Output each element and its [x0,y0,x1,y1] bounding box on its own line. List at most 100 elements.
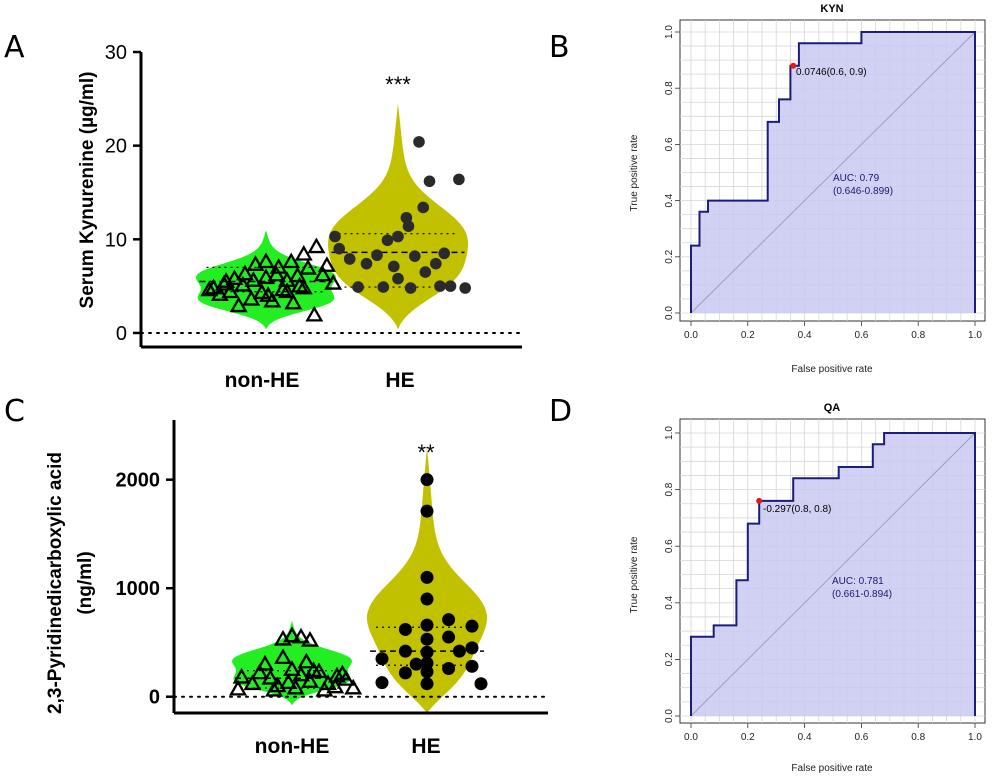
x-tick-label: 1.0 [968,732,982,743]
y-axis-label-line2: (ng/ml) [75,551,96,614]
data-point [279,673,298,690]
x-category-label-non-he: non-HE [225,369,300,392]
y-tick-label: 0.0 [664,709,675,723]
data-point [453,173,465,186]
y-tick-label: 0 [149,687,160,709]
data-point [388,260,400,273]
data-point [392,230,404,243]
data-point [333,242,346,255]
data-point [343,253,356,265]
data-point [430,257,442,270]
chart-title: KYN [820,3,843,15]
y-tick-label: 1000 [116,578,161,600]
y-tick-label: 0.8 [664,482,675,496]
data-point [243,674,262,691]
data-point [459,282,472,294]
data-point [420,618,434,632]
data-point [305,305,324,322]
data-point [465,659,479,673]
y-tick-label: 0.4 [664,193,675,207]
data-point [420,570,434,584]
y-axis-label: True positive rate [629,536,640,613]
data-point [417,201,430,214]
data-point [297,652,316,669]
y-tick-label: 2000 [116,470,161,492]
data-point [301,672,319,688]
data-point [232,667,251,684]
data-point [404,282,417,294]
significance-marker: *** [385,72,411,97]
data-point [371,249,383,262]
x-tick-label: 0.6 [854,330,868,341]
data-point [257,252,275,269]
x-tick-label: 0.2 [741,732,755,743]
data-point [438,247,451,260]
data-point [265,680,283,697]
data-point [344,678,363,695]
panel-label-a: A [4,30,25,65]
y-tick-label: 0.0 [664,306,675,320]
data-point [229,296,248,313]
data-point [259,286,278,302]
y-tick-label: 0.2 [664,652,675,666]
x-tick-label: 0.8 [911,732,925,743]
data-point [274,648,292,665]
data-point [204,278,223,295]
data-point [352,281,364,293]
auc-ci-label: (0.661-0.894) [832,589,892,600]
data-point [409,250,421,262]
data-point [307,237,326,254]
x-tick-label: 0.2 [741,330,755,341]
data-point [452,644,466,658]
y-tick-label: 1.0 [664,25,675,39]
auc-label: AUC: 0.79 [833,173,880,184]
cutoff-label: 0.0746(0.6, 0.9) [796,67,867,78]
y-axis-label: Serum Kynurenine (µg/ml) [77,72,98,309]
data-point [400,211,413,224]
data-point [465,619,479,633]
data-point [398,666,412,680]
data-point [375,652,389,666]
violin-he [328,103,468,330]
data-point [299,259,317,275]
data-point [329,230,341,243]
y-tick-label: 10 [105,229,127,251]
y-tick-label: 30 [105,42,127,64]
data-point [256,654,274,671]
roc-chart-kyn: 0.0 0.2 0.4 0.6 0.8 1.0 0.0 0.2 0.4 0.6 0.8 1.0 KYN… [629,3,986,375]
chart-title: QA [824,402,841,414]
y-tick-label: 0.6 [664,539,675,553]
data-point [273,280,292,297]
data-point [420,665,434,679]
data-point [392,272,404,285]
y-axis-label: True positive rate [629,134,640,211]
data-point [315,680,334,697]
cutoff-point [790,62,797,69]
data-point [200,280,219,297]
significance-marker: ** [417,440,435,465]
data-point [282,252,301,269]
data-point [465,641,479,655]
data-point [360,257,373,270]
roc-curve [690,432,976,716]
data-point [292,627,310,644]
data-point [257,268,275,285]
y-tick-label: 0.4 [664,595,675,609]
x-axis-label: False positive rate [791,364,873,375]
x-tick-label: 0.0 [684,330,698,341]
data-point [304,661,323,678]
data-point [217,272,236,288]
data-point [413,136,425,148]
data-point [244,271,263,287]
data-point [398,644,412,658]
auc-label: AUC: 0.781 [832,576,884,587]
x-category-label-non-he: non-HE [255,735,330,758]
data-point [283,660,301,676]
x-tick-label: 0.6 [854,732,868,743]
data-point [261,668,280,685]
data-point [250,663,269,680]
data-point [377,281,390,293]
data-point [326,677,345,694]
